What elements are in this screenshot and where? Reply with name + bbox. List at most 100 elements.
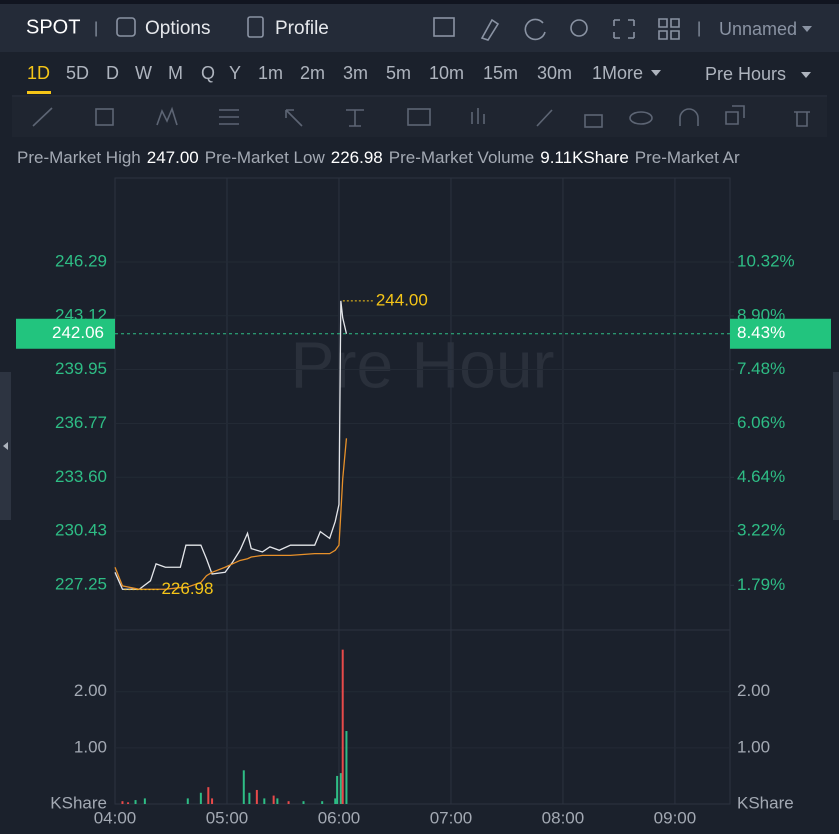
lock-tool[interactable]	[584, 114, 603, 128]
volume-bar	[341, 649, 344, 804]
delete-tool[interactable]	[794, 111, 810, 127]
volume-bar	[336, 775, 339, 804]
timeframe[interactable]: W	[135, 63, 152, 83]
x-tick-label: 04:00	[94, 808, 137, 827]
volume-bar	[272, 795, 275, 804]
timeframe[interactable]: 15m	[483, 63, 518, 83]
y2-tick-label: 6.06%	[737, 413, 785, 432]
y2-tick-label: 7.48%	[737, 359, 785, 378]
last-change-tag	[730, 318, 831, 349]
layout-name[interactable]: Unnamed	[719, 19, 797, 39]
timeframe[interactable]: 30m	[537, 63, 572, 83]
timeframe[interactable]: D	[106, 63, 119, 83]
pen-tool[interactable]	[536, 109, 553, 127]
volume-bar	[263, 798, 266, 804]
session-select[interactable]: Pre Hours	[705, 64, 786, 84]
pattern-tool[interactable]	[156, 106, 178, 126]
measure-tool[interactable]	[471, 108, 485, 124]
volume-bar	[199, 792, 202, 804]
rect-tool[interactable]	[95, 108, 114, 126]
options-icon[interactable]	[116, 17, 136, 37]
y-tick-label: 233.60	[55, 467, 107, 486]
stat-value: 247.00	[147, 148, 199, 167]
text-tool[interactable]	[346, 109, 364, 127]
stat-label: Pre-Market Volume	[389, 148, 535, 167]
y2-tick-label: 3.22%	[737, 521, 785, 540]
profile-tab[interactable]: Profile	[275, 18, 329, 39]
low-label: 226.98	[161, 579, 213, 598]
x-tick-label: 05:00	[206, 808, 249, 827]
high-label: 244.00	[376, 290, 428, 309]
timeframe[interactable]: M	[168, 63, 183, 83]
chart: Pre Hour 04:00 05:00 06:00 07:00 08:00 09:00 22…	[16, 177, 831, 827]
volume-unit-right: KShare	[737, 793, 794, 812]
indicator-icon[interactable]	[433, 17, 455, 37]
timeframe[interactable]: 1m	[258, 63, 283, 83]
refresh-icon[interactable]	[524, 18, 546, 41]
top-bar	[0, 0, 839, 52]
magnet-tool[interactable]	[679, 108, 699, 126]
y-tick-label: 239.95	[55, 359, 107, 378]
plot-area	[114, 177, 731, 805]
last-price-tag	[16, 318, 115, 349]
y-tick-label: 246.29	[55, 251, 107, 270]
volume-bar	[255, 789, 258, 804]
volume-bar	[242, 770, 245, 804]
volume-bar	[302, 801, 305, 804]
draw-icon[interactable]	[480, 18, 500, 41]
volume-bar	[121, 801, 124, 804]
stats-line: Pre-Market High 247.00 Pre-Market Low 226.9…	[17, 148, 740, 167]
symbol[interactable]: SPOT	[26, 16, 80, 38]
layout-caret[interactable]	[802, 26, 812, 32]
timeframe[interactable]: 1More	[592, 63, 643, 83]
note-tool[interactable]	[407, 108, 431, 126]
timeframe[interactable]: 1D	[27, 63, 50, 83]
fullscreen-icon[interactable]	[613, 19, 635, 39]
timeframe-bar: 1D 5D D W M Q Y 1m 2m 3m 5m 10m 15m 30m 1More	[27, 63, 643, 83]
options-tab[interactable]: Options	[145, 18, 210, 39]
stat-value: 9.11KShare	[540, 148, 629, 167]
volume-bar	[207, 787, 210, 804]
y-tick-label: 236.77	[55, 413, 107, 432]
volume-tick-label: 2.00	[74, 681, 107, 700]
eye-tool[interactable]	[629, 111, 653, 125]
active-timeframe-underline	[27, 91, 51, 94]
timeframe[interactable]: 10m	[429, 63, 464, 83]
profile-icon[interactable]	[247, 16, 264, 38]
timeframe[interactable]: Y	[229, 63, 241, 83]
volume-bar	[186, 798, 189, 804]
fib-tool[interactable]	[219, 109, 239, 125]
timeframe[interactable]: Q	[201, 63, 215, 83]
layout-icon[interactable]	[658, 18, 680, 40]
left-handle-arrow	[3, 442, 8, 450]
price-line	[114, 300, 348, 590]
header-icons	[433, 17, 680, 41]
timeframe[interactable]: 5D	[66, 63, 89, 83]
stat-label: Pre-Market High	[17, 148, 141, 167]
last-price-label: 242.06	[52, 323, 104, 342]
timeframe[interactable]: 5m	[386, 63, 411, 83]
more-caret[interactable]	[651, 70, 661, 76]
average-line	[114, 438, 348, 590]
y2-tick-label: 4.64%	[737, 467, 785, 486]
group-tool[interactable]	[725, 105, 745, 125]
x-tick-label: 08:00	[542, 808, 585, 827]
arrow-tool[interactable]	[285, 109, 303, 127]
last-change-label: 8.43%	[737, 323, 785, 342]
volume-bar	[127, 802, 130, 804]
right-panel-handle[interactable]	[833, 372, 839, 520]
volume-bar	[248, 792, 251, 804]
settings-icon[interactable]	[570, 19, 588, 37]
timeframe[interactable]: 2m	[300, 63, 325, 83]
volume-bar	[345, 731, 348, 804]
timeframe[interactable]: 3m	[343, 63, 368, 83]
stat-label: Pre-Market Ar	[635, 148, 740, 167]
y-tick-label: 227.25	[55, 575, 107, 594]
session-caret[interactable]	[801, 72, 811, 78]
line-tool[interactable]	[32, 107, 53, 127]
volume-bar	[287, 801, 290, 804]
stat-value: 226.98	[331, 148, 383, 167]
stat-label: Pre-Market Low	[205, 148, 326, 167]
